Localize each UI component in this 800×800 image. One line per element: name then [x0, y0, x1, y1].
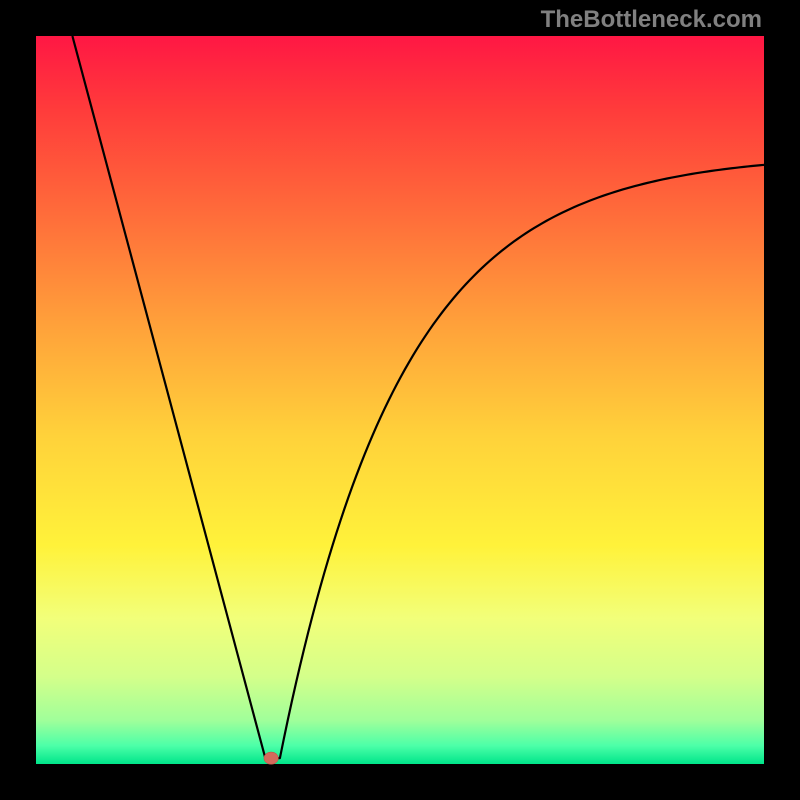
chart-svg: [0, 0, 800, 800]
optimum-marker: [264, 752, 279, 764]
chart-container: TheBottleneck.com: [0, 0, 800, 800]
watermark-text: TheBottleneck.com: [541, 6, 762, 34]
plot-gradient: [36, 36, 764, 764]
